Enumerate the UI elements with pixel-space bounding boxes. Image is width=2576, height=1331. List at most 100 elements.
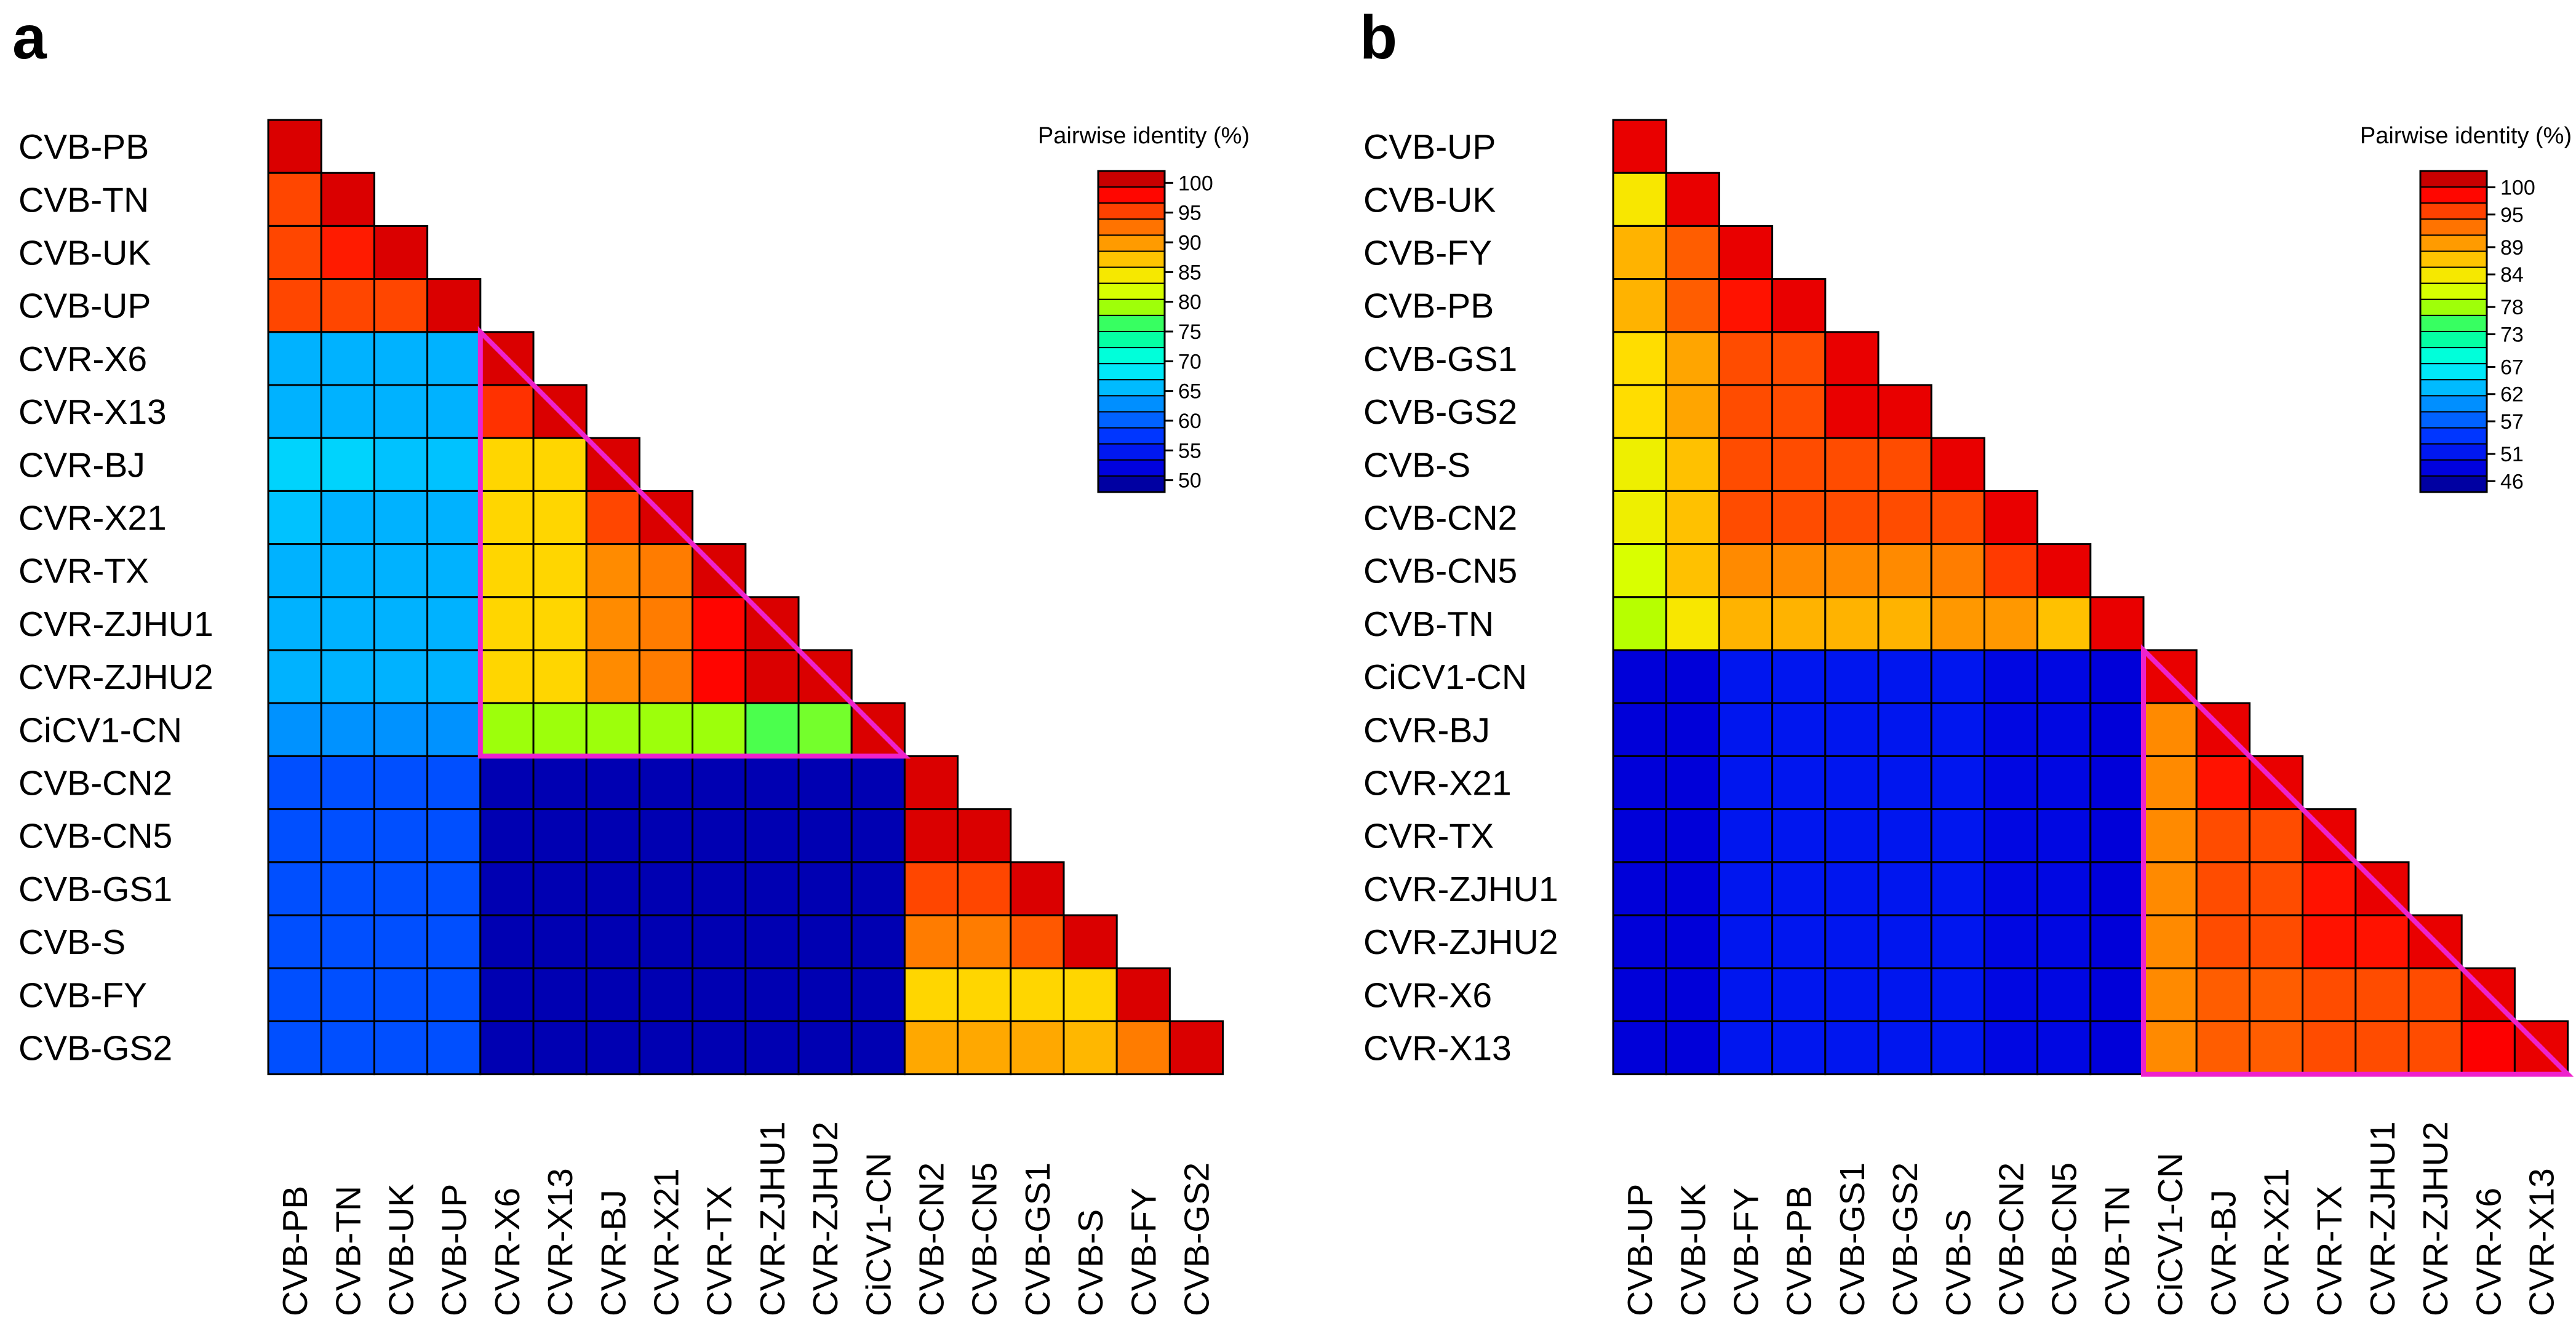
- colorbar-tick-label: 78: [2500, 296, 2524, 319]
- row-label-cvb-cn2: CVB-CN2: [1363, 499, 1517, 538]
- heatmap-cell: [1930, 808, 1985, 864]
- heatmap-cell: [638, 1020, 694, 1076]
- heatmap-cell: [1063, 967, 1118, 1022]
- colorbar-tick-label: 67: [2500, 356, 2524, 379]
- heatmap-cell: [1824, 384, 1880, 439]
- colorbar-segment: [1098, 250, 1165, 268]
- heatmap-cell: [373, 384, 429, 439]
- heatmap-cell: [1930, 437, 1985, 492]
- heatmap-cell: [797, 702, 853, 757]
- colorbar-segment: [2420, 427, 2487, 445]
- heatmap-cell: [903, 1020, 959, 1076]
- colorbar-segment: [2420, 347, 2487, 365]
- heatmap-cell: [903, 914, 959, 969]
- heatmap-cell: [373, 649, 429, 704]
- colorbar-tick-label: 95: [2500, 204, 2524, 227]
- heatmap-cell: [320, 543, 375, 598]
- heatmap-cell: [1718, 596, 1774, 651]
- heatmap-cell: [2248, 861, 2304, 916]
- heatmap-cell: [320, 1020, 375, 1076]
- heatmap-cell: [426, 437, 482, 492]
- heatmap-cell: [267, 119, 322, 174]
- colorbar-segment: [1098, 202, 1165, 220]
- heatmap-cell: [2195, 1020, 2251, 1076]
- colorbar-tick-label: 85: [1178, 261, 1202, 284]
- heatmap-cell: [585, 649, 640, 704]
- colorbar-segment: [2420, 266, 2487, 284]
- heatmap-cell: [2195, 914, 2251, 969]
- colorbar-segment: [2420, 475, 2487, 493]
- heatmap-cell: [1877, 914, 1932, 969]
- heatmap-cell: [320, 755, 375, 811]
- heatmap-cell: [532, 1020, 588, 1076]
- col-label-cvr-x6: CVR-X6: [488, 1188, 527, 1316]
- heatmap-cell: [1010, 967, 1065, 1022]
- heatmap-cell: [1612, 384, 1667, 439]
- col-label-cvb-fy: CVB-FY: [1727, 1188, 1766, 1316]
- heatmap-cell: [1771, 384, 1827, 439]
- heatmap-cell: [585, 755, 640, 811]
- colorbar-frame: [2419, 170, 2488, 493]
- heatmap-cell: [1665, 543, 1720, 598]
- heatmap-cell: [1612, 596, 1667, 651]
- col-label-cvr-x21: CVR-X21: [647, 1168, 687, 1316]
- heatmap-cell: [585, 1020, 640, 1076]
- heatmap-cell: [532, 861, 588, 916]
- heatmap-cell: [1063, 914, 1118, 969]
- heatmap-cell: [373, 1020, 429, 1076]
- row-label-cvb-uk: CVB-UK: [18, 234, 151, 273]
- heatmap-cell: [1665, 596, 1720, 651]
- heatmap-panel-b: CVB-UP CVB-UK CVB-FY CVB-PB CVB-GS1 CVB-GS2 CV…: [1363, 119, 2574, 1316]
- heatmap-cell: [585, 808, 640, 864]
- heatmap-cell: [1771, 755, 1827, 811]
- heatmap-cell: [2036, 861, 2092, 916]
- heatmap-cell: [1877, 437, 1932, 492]
- heatmap-cell: [479, 596, 535, 651]
- heatmap-cell: [426, 861, 482, 916]
- colorbar-segment: [2420, 298, 2487, 316]
- heatmap-cell: [1771, 808, 1827, 864]
- row-label-cvb-gs1: CVB-GS1: [18, 870, 172, 909]
- heatmap-cell: [585, 490, 640, 546]
- heatmap-cell: [479, 967, 535, 1022]
- col-label-cvb-s: CVB-S: [1071, 1209, 1111, 1316]
- row-label-cvr-zjhu1: CVR-ZJHU1: [18, 605, 213, 644]
- heatmap-cell: [1771, 596, 1827, 651]
- heatmap-cell: [1983, 914, 2039, 969]
- heatmap-cell: [957, 967, 1012, 1022]
- heatmap-cell: [373, 914, 429, 969]
- colorbar-segment: [2420, 170, 2487, 188]
- colorbar-segment: [2420, 186, 2487, 204]
- heatmap-cell: [2195, 755, 2251, 811]
- heatmap-cell: [320, 702, 375, 757]
- heatmap-cell: [2355, 1020, 2410, 1076]
- colorbar-title: Pairwise identity (%): [2360, 123, 2572, 149]
- heatmap-cell: [426, 967, 482, 1022]
- heatmap-cell: [585, 596, 640, 651]
- heatmap-cell: [1930, 596, 1985, 651]
- heatmap-cell: [957, 808, 1012, 864]
- heatmap-cell: [638, 702, 694, 757]
- heatmap-cell: [692, 649, 747, 704]
- panel-label-b: b: [1360, 3, 1397, 72]
- heatmap-cell: [320, 596, 375, 651]
- heatmap-cell: [2248, 967, 2304, 1022]
- heatmap-cell: [1877, 649, 1932, 704]
- heatmap-cell: [267, 172, 322, 227]
- heatmap-cell: [2036, 649, 2092, 704]
- col-label-cvb-gs1: CVB-GS1: [1018, 1162, 1058, 1316]
- col-label-cvb-gs1: CVB-GS1: [1833, 1162, 1872, 1316]
- heatmap-cell: [1930, 967, 1985, 1022]
- heatmap-cell: [1983, 967, 2039, 1022]
- heatmap-cell: [2195, 808, 2251, 864]
- heatmap-cell: [320, 490, 375, 546]
- heatmap-cell: [1612, 649, 1667, 704]
- heatmap-cell: [1824, 702, 1880, 757]
- heatmap-cell: [1930, 702, 1985, 757]
- row-label-cvb-s: CVB-S: [18, 923, 126, 962]
- heatmap-cell: [585, 967, 640, 1022]
- heatmap-cell: [1612, 490, 1667, 546]
- colorbar-tick-label: 62: [2500, 383, 2524, 407]
- heatmap-cell: [2302, 1020, 2357, 1076]
- heatmap-cell: [957, 914, 1012, 969]
